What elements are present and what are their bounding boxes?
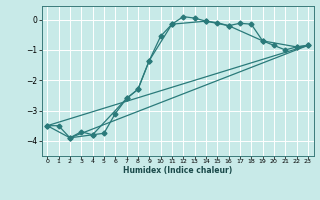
X-axis label: Humidex (Indice chaleur): Humidex (Indice chaleur) (123, 166, 232, 175)
